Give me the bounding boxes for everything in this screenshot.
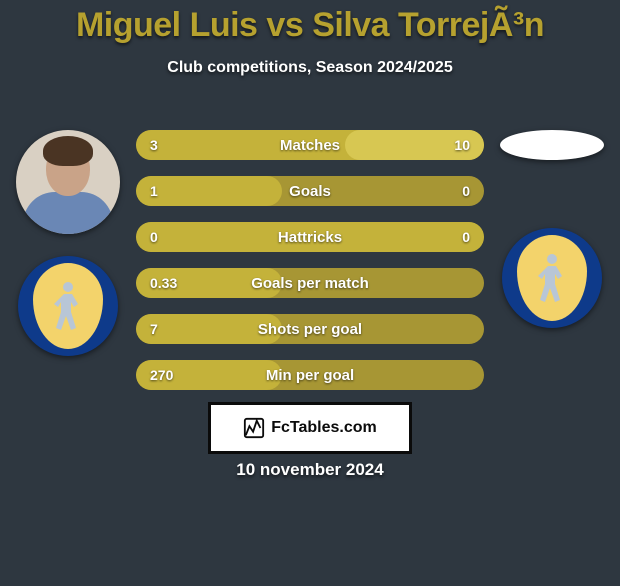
stat-right-value: 0: [462, 183, 470, 199]
stat-right-value: 10: [454, 137, 470, 153]
stat-bar: 0Hattricks0: [136, 222, 484, 252]
photo-hair-shape: [43, 136, 93, 166]
club-figure-icon: [532, 250, 572, 304]
stat-bar: 270Min per goal: [136, 360, 484, 390]
player1-club-badge: [18, 256, 118, 356]
stat-left-value: 3: [150, 137, 158, 153]
stat-left-value: 7: [150, 321, 158, 337]
player2-photo-placeholder: [500, 130, 604, 160]
date-label: 10 november 2024: [0, 460, 620, 480]
footer-domain: .com: [339, 419, 376, 436]
title-player2: Silva TorrejÃ³n: [312, 6, 544, 44]
stat-left-value: 0: [150, 229, 158, 245]
fctables-icon: [243, 417, 265, 439]
comparison-title: Miguel Luis vs Silva TorrejÃ³n: [0, 6, 620, 45]
title-player1: Miguel Luis: [76, 6, 258, 44]
stat-bar: 3Matches10: [136, 130, 484, 160]
photo-body-shape: [23, 192, 113, 234]
footer-attribution: FcTables.com: [208, 402, 412, 454]
stat-bar: 1Goals0: [136, 176, 484, 206]
stat-bar-fill: [136, 222, 484, 252]
club-figure-icon: [48, 278, 88, 332]
player2-club-badge: [502, 228, 602, 328]
stats-bars: 3Matches10 1Goals0 0Hattricks0 0.33Goals pe…: [136, 130, 484, 390]
player1-photo: [16, 130, 120, 234]
stat-left-value: 270: [150, 367, 173, 383]
footer-brand: FcTables: [271, 419, 339, 436]
left-player-column: [8, 130, 128, 356]
title-vs: vs: [266, 6, 303, 44]
stat-bar: 0.33Goals per match: [136, 268, 484, 298]
right-player-column: [492, 130, 612, 328]
subtitle: Club competitions, Season 2024/2025: [0, 59, 620, 77]
stat-left-value: 0.33: [150, 275, 177, 291]
stat-bar: 7Shots per goal: [136, 314, 484, 344]
stat-right-value: 0: [462, 229, 470, 245]
stat-left-value: 1: [150, 183, 158, 199]
